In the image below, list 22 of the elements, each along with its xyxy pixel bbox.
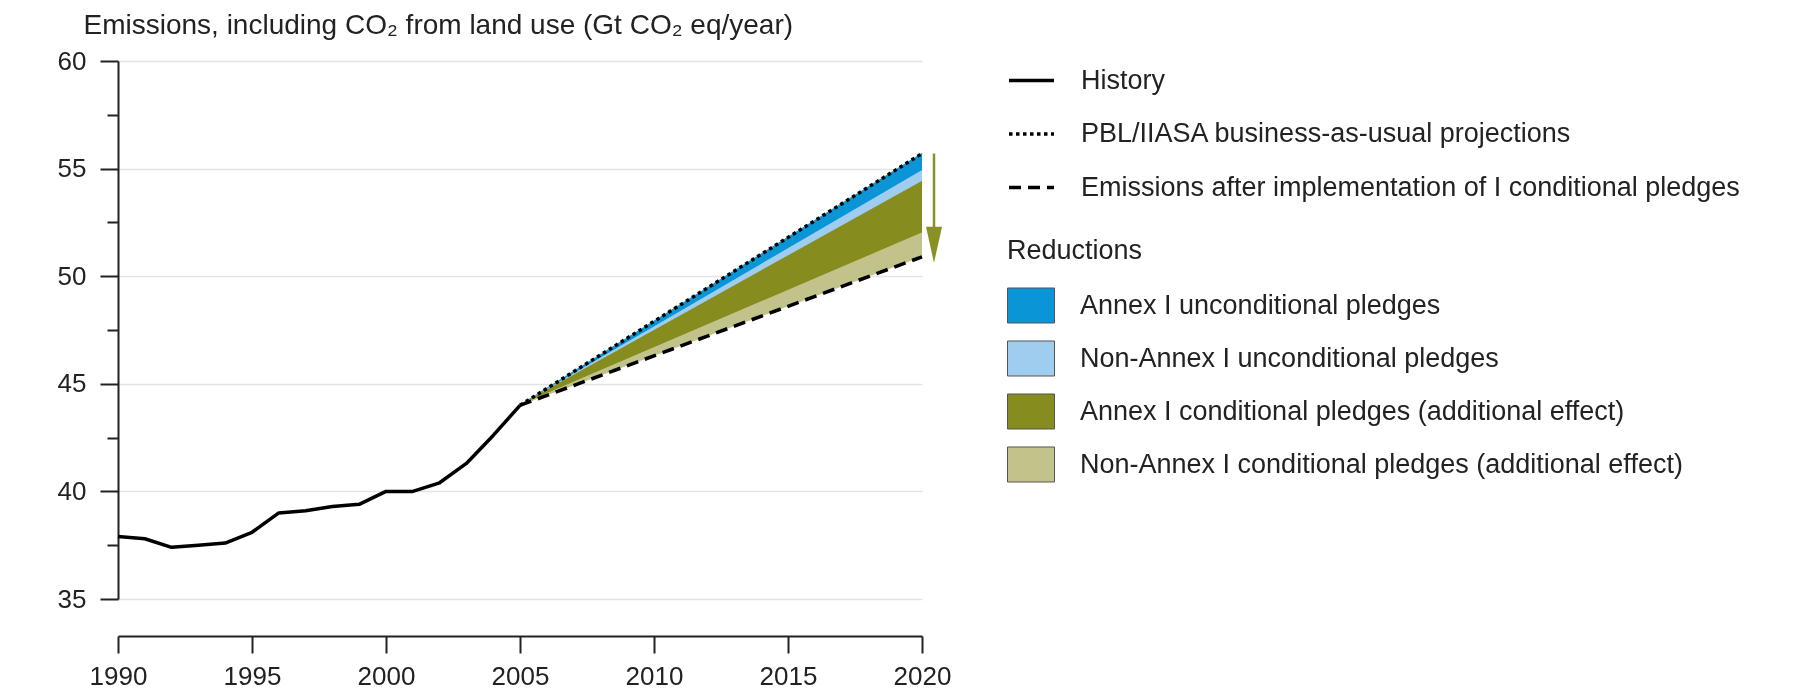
y-tick-label: 35 <box>57 583 87 614</box>
y-tick-label: 45 <box>57 368 87 399</box>
x-tick-label: 2020 <box>893 660 952 691</box>
x-tick-label: 1995 <box>223 660 282 691</box>
x-tick-label: 2010 <box>625 660 684 691</box>
legend-label: Annex I unconditional pledges <box>1080 289 1441 320</box>
y-tick-label: 55 <box>57 153 87 184</box>
legend-label: PBL/IIASA business-as-usual projections <box>1081 118 1571 148</box>
legend-label: Emissions after implementation of I conditional pledges <box>1081 171 1740 202</box>
y-tick-label: 50 <box>57 260 87 291</box>
x-tick-label: 1990 <box>89 660 148 691</box>
legend-label: Non-Annex I conditional pledges (additional effect) <box>1080 448 1683 479</box>
legend-label: Annex I conditional pledges (additional effect) <box>1080 395 1625 426</box>
legend-label: Non-Annex I unconditional pledges <box>1080 342 1499 373</box>
legend-label: History <box>1081 64 1166 95</box>
y-tick-label: 40 <box>57 475 87 506</box>
x-tick-label: 2000 <box>357 660 416 691</box>
x-tick-label: 2005 <box>491 660 550 691</box>
x-tick-label: 2015 <box>759 660 818 691</box>
y-axis-title: Emissions, including CO₂ from land use (Gt CO₂ eq/year) <box>83 8 794 40</box>
legend-title: Reductions <box>1007 234 1143 265</box>
y-tick-label: 60 <box>57 45 87 76</box>
